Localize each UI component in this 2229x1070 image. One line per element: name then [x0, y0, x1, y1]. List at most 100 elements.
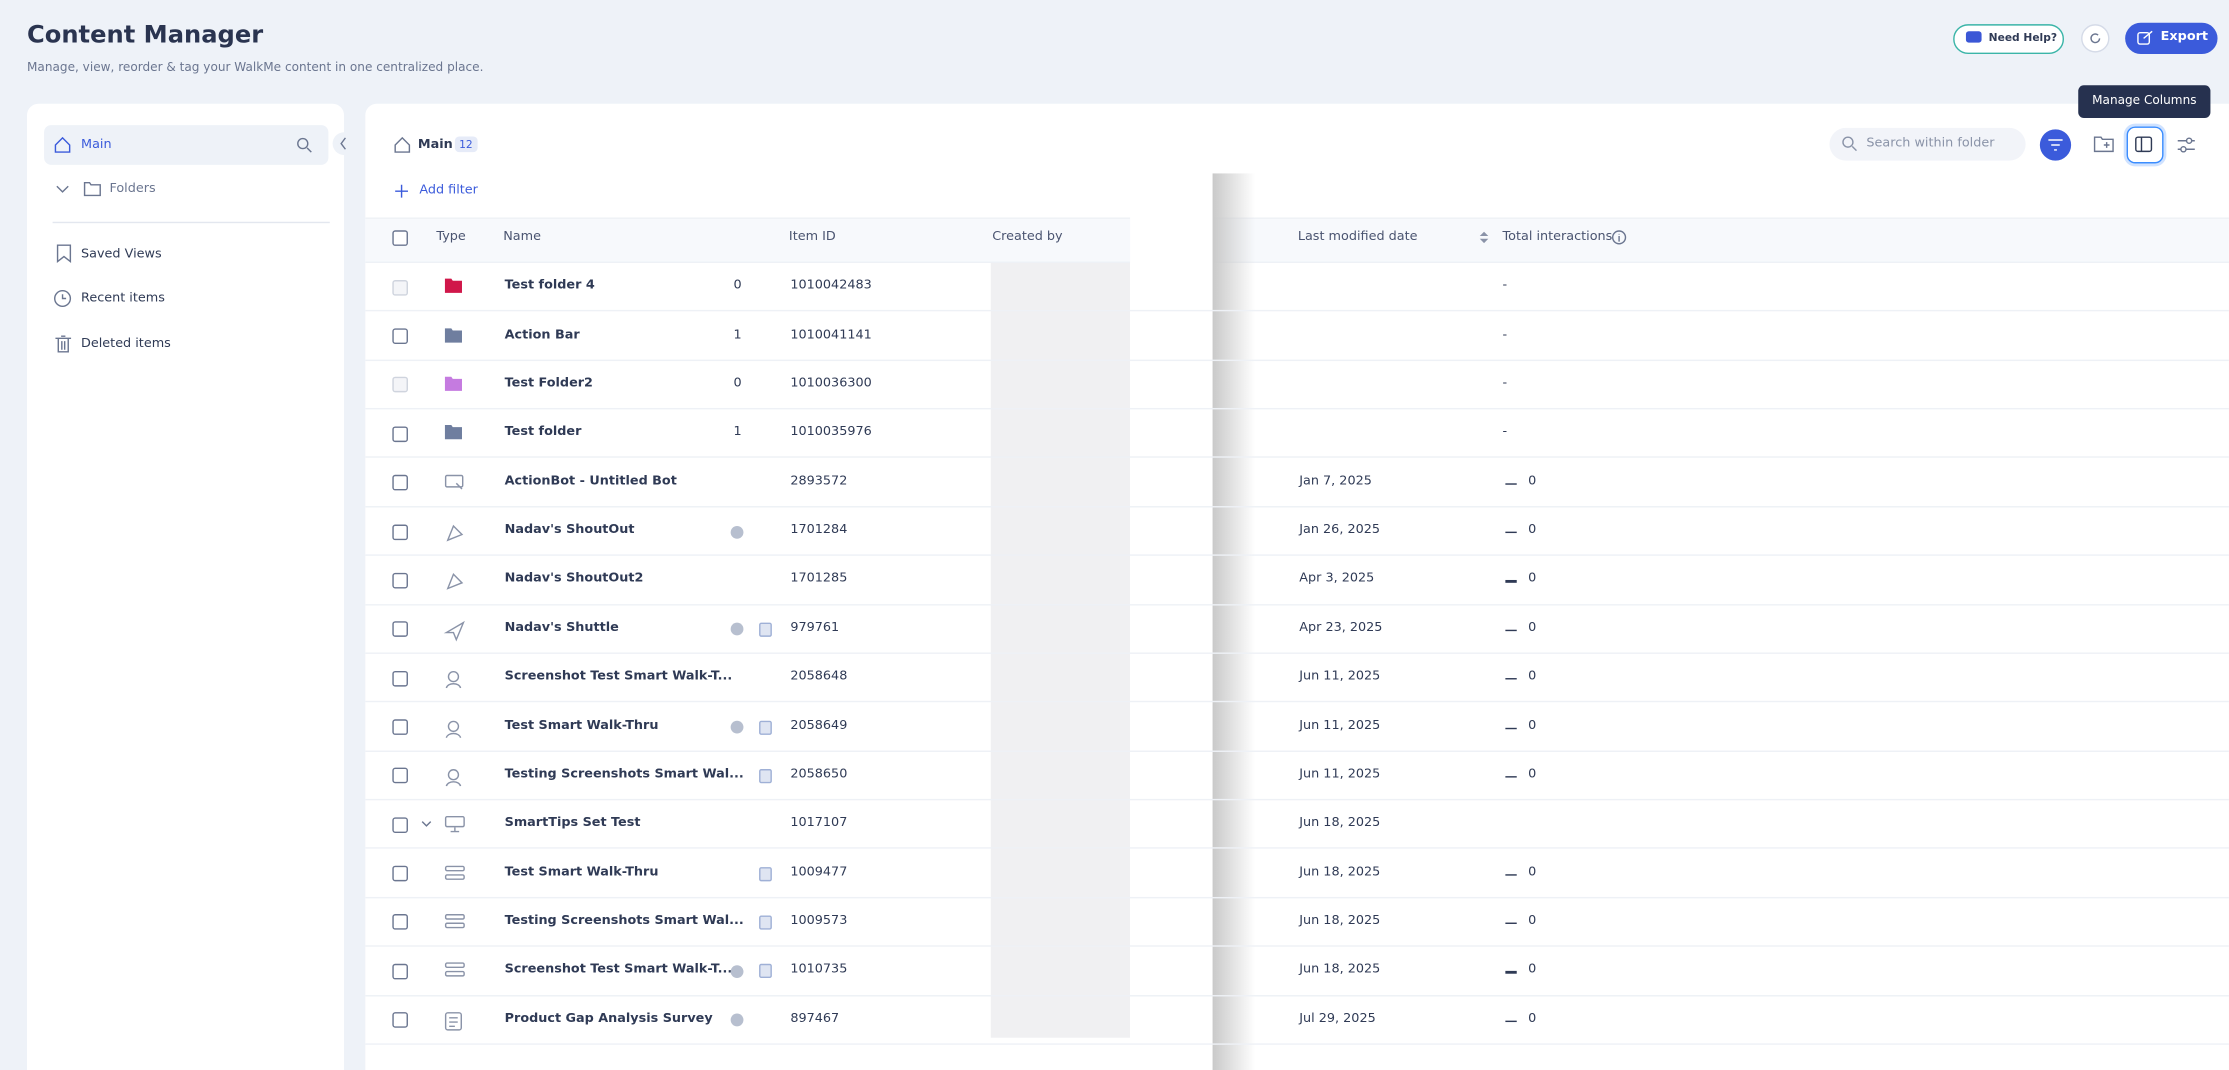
interactions: 0 — [1528, 669, 1537, 684]
refresh-button[interactable] — [2081, 24, 2110, 53]
item-name[interactable]: Test folder 4 — [504, 278, 595, 294]
breadcrumb[interactable]: Main — [417, 137, 453, 153]
row-divider — [365, 505, 2229, 508]
type-icon — [444, 1011, 465, 1032]
export-button[interactable]: Export — [2125, 22, 2218, 55]
interactions: 0 — [1528, 914, 1537, 929]
item-id: 1010735 — [790, 962, 848, 978]
last-modified: Jun 11, 2025 — [1299, 767, 1381, 782]
row-divider — [365, 994, 2229, 996]
row-divider — [365, 456, 2229, 459]
item-name[interactable]: Screenshot Test Smart Walk-T... — [504, 669, 733, 684]
row-divider — [365, 310, 2229, 312]
sidebar-item[interactable]: Folders — [109, 181, 156, 197]
interactions: 0 — [1528, 718, 1537, 733]
sidebar-item[interactable]: Deleted items — [81, 336, 171, 352]
sidebar-item[interactable]: Main — [81, 137, 112, 153]
item-id: 2058649 — [790, 718, 848, 733]
checkbox[interactable] — [392, 523, 408, 540]
checkbox[interactable] — [392, 719, 408, 735]
search-box[interactable]: Search within folder — [1829, 127, 2026, 161]
item-id: 2058648 — [790, 669, 848, 684]
item-id: 1701284 — [790, 523, 848, 538]
interactions: 0 — [1528, 474, 1537, 489]
home-icon — [54, 136, 71, 153]
item-name[interactable]: SmartTips Set Test — [504, 816, 641, 831]
item-name[interactable]: Nadav's Shuttle — [504, 620, 619, 636]
table-header — [365, 217, 2229, 263]
checkbox[interactable] — [392, 475, 408, 491]
row-divider — [365, 603, 2229, 605]
interactions: - — [1502, 327, 1508, 342]
checkbox[interactable] — [392, 865, 408, 882]
help-icon — [1965, 31, 1982, 43]
last-modified: Jul 29, 2025 — [1299, 1011, 1376, 1026]
checkbox[interactable] — [392, 328, 408, 345]
item-id: 1010035976 — [790, 425, 872, 440]
bookmark-icon — [56, 244, 72, 264]
trend-dash — [1505, 482, 1517, 485]
column-header: Total interactions — [1502, 230, 1613, 245]
checkbox[interactable] — [392, 426, 408, 442]
filter-button[interactable] — [2039, 129, 2072, 161]
children-count: 0 — [733, 376, 742, 391]
item-name[interactable]: Action Bar — [504, 327, 580, 342]
item-name[interactable]: ActionBot - Untitled Bot — [504, 474, 677, 489]
item-name[interactable]: Testing Screenshots Smart Wal... — [504, 914, 744, 929]
sidebar-item[interactable]: Recent items — [81, 291, 165, 306]
item-id: 1010041141 — [790, 327, 872, 342]
row-divider — [365, 750, 2229, 752]
item-name[interactable]: Testing Screenshots Smart Wal... — [504, 767, 744, 782]
checkbox[interactable] — [392, 768, 408, 784]
new-folder-button[interactable] — [2093, 136, 2114, 153]
checkbox[interactable] — [392, 279, 408, 296]
last-modified: Apr 3, 2025 — [1299, 571, 1375, 587]
export-label: Export — [2160, 29, 2209, 45]
last-modified: Apr 23, 2025 — [1299, 620, 1383, 636]
item-id: 979761 — [790, 620, 840, 636]
checkbox[interactable] — [392, 572, 408, 589]
checkbox[interactable] — [392, 914, 408, 931]
column-header: Name — [503, 230, 541, 245]
row-divider — [365, 652, 2229, 654]
item-id: 1010042483 — [790, 278, 872, 294]
collapse-button[interactable] — [332, 132, 356, 155]
column-gap — [1130, 173, 1213, 1070]
checkbox[interactable] — [392, 621, 408, 638]
column-header: Last modified date — [1297, 230, 1418, 245]
add-filter[interactable]: Add filter — [419, 183, 478, 198]
item-name[interactable]: Product Gap Analysis Survey — [504, 1011, 713, 1026]
type-icon — [445, 523, 465, 543]
checkbox[interactable] — [392, 670, 408, 687]
item-name[interactable]: Screenshot Test Smart Walk-T... — [504, 962, 733, 978]
sidebar-item[interactable]: Saved Views — [81, 247, 162, 262]
manage-columns-button[interactable] — [2126, 126, 2164, 164]
item-name[interactable]: Nadav's ShoutOut2 — [504, 571, 644, 587]
children-count: 0 — [733, 278, 742, 294]
trend-dash — [1505, 873, 1517, 876]
home-icon — [394, 136, 411, 153]
column-header: Created by — [992, 230, 1063, 245]
help-button[interactable]: Need Help? — [1953, 24, 2065, 55]
interactions: 0 — [1528, 767, 1537, 782]
item-name[interactable]: Test Smart Walk-Thru — [504, 865, 659, 880]
item-name[interactable]: Test folder — [504, 425, 582, 440]
sidebar-search[interactable] — [297, 137, 312, 153]
checkbox[interactable] — [392, 377, 408, 393]
checkbox[interactable] — [392, 230, 408, 246]
interactions: 0 — [1528, 1011, 1537, 1026]
item-name[interactable]: Nadav's ShoutOut — [504, 523, 635, 538]
checkbox[interactable] — [392, 817, 408, 833]
trend-dash — [1505, 1020, 1517, 1023]
settings-button[interactable] — [2177, 137, 2195, 153]
item-name[interactable]: Test Smart Walk-Thru — [504, 718, 659, 733]
interactions: - — [1502, 278, 1508, 294]
type-icon — [444, 474, 465, 494]
item-name[interactable]: Test Folder2 — [504, 376, 593, 391]
last-modified: Jun 18, 2025 — [1299, 914, 1381, 929]
divider — [52, 221, 330, 224]
checkbox[interactable] — [392, 1012, 408, 1029]
checkbox[interactable] — [392, 963, 408, 980]
trend-dash — [1505, 971, 1517, 974]
